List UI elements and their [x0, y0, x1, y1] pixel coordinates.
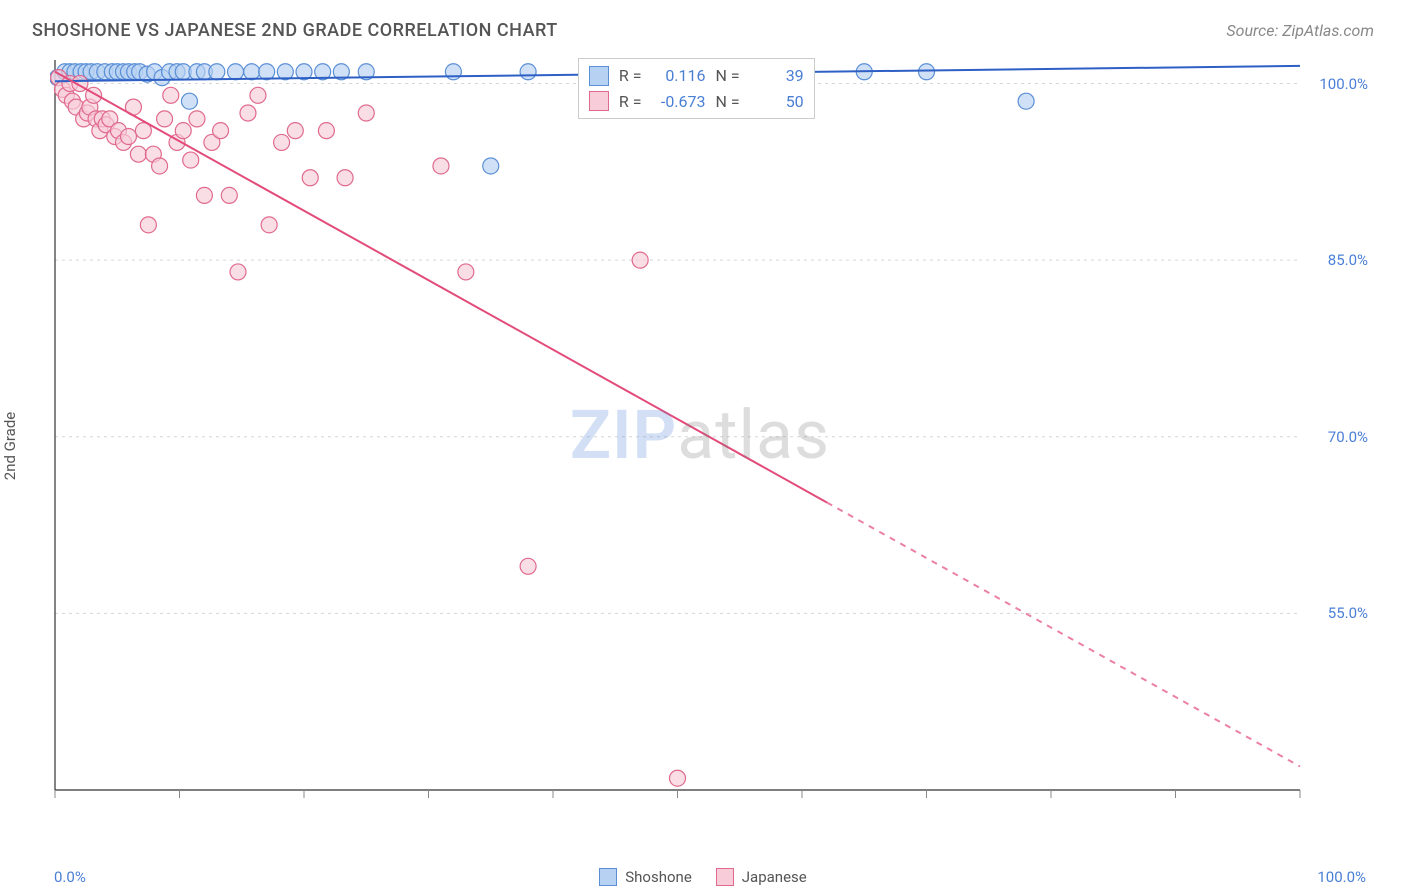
stats-row: R = -0.673 N = 50 [589, 89, 804, 115]
legend-item: Japanese [716, 868, 807, 886]
chart-container: ZIPatlas R =0.116N =39R =-0.673N =50 100… [50, 50, 1350, 820]
stats-n-label: N = [716, 89, 740, 115]
chart-title: SHOSHONE VS JAPANESE 2ND GRADE CORRELATI… [32, 20, 558, 41]
stats-r-label: R = [619, 63, 642, 89]
legend-label: Japanese [742, 868, 807, 886]
y-tick-label: 55.0% [1328, 604, 1368, 622]
y-tick-label: 100.0% [1319, 75, 1368, 93]
stats-r-value: -0.673 [652, 89, 706, 115]
stats-n-label: N = [716, 63, 740, 89]
stats-n-value: 39 [750, 63, 804, 89]
y-axis-label: 2nd Grade [1, 412, 19, 480]
stats-n-value: 50 [750, 89, 804, 115]
source-name: ZipAtlas.com [1282, 21, 1374, 40]
scatter-chart [50, 50, 1350, 820]
stats-box: R = 0.116 N = 39 R = -0.673 N = 50 [578, 58, 815, 119]
stats-r-label: R = [619, 89, 642, 115]
bottom-legend: Shoshone Japanese [0, 868, 1406, 886]
legend-swatch [599, 868, 617, 886]
stats-row: R = 0.116 N = 39 [589, 63, 804, 89]
stats-swatch [589, 66, 609, 86]
y-tick-label: 70.0% [1328, 428, 1368, 446]
legend-label: Shoshone [625, 868, 692, 886]
y-tick-label: 85.0% [1328, 251, 1368, 269]
chart-header: SHOSHONE VS JAPANESE 2ND GRADE CORRELATI… [32, 20, 1374, 41]
stats-swatch [589, 91, 609, 111]
source-prefix: Source: [1226, 21, 1282, 40]
chart-source: Source: ZipAtlas.com [1226, 21, 1374, 40]
legend-item: Shoshone [599, 868, 692, 886]
stats-r-value: 0.116 [652, 63, 706, 89]
legend-swatch [716, 868, 734, 886]
